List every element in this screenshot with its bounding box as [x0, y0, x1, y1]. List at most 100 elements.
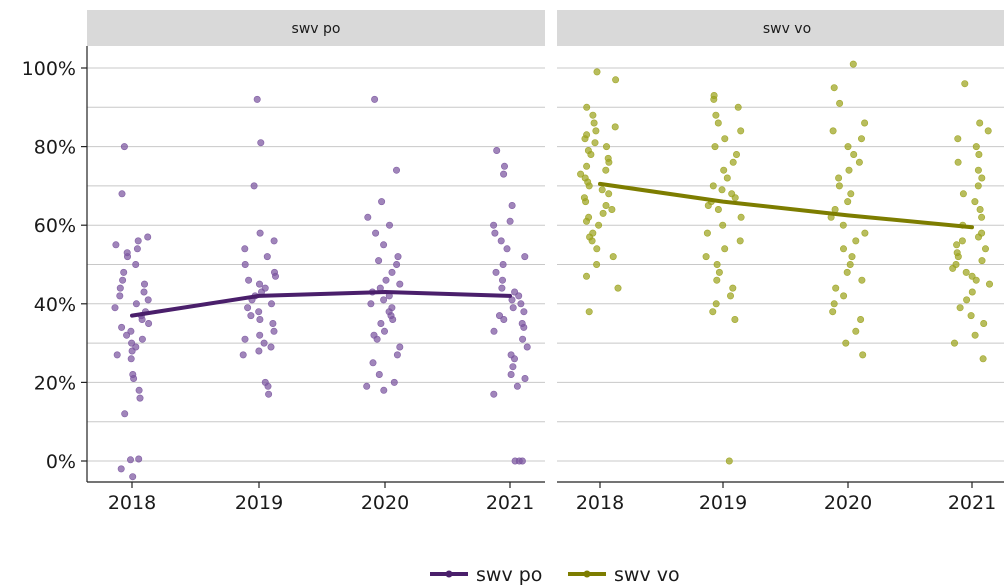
data-point: [980, 319, 988, 327]
data-point: [723, 174, 731, 182]
data-point: [712, 111, 720, 119]
data-point: [239, 351, 247, 359]
data-point: [591, 139, 599, 147]
data-point: [963, 296, 971, 304]
data-point: [604, 154, 612, 162]
data-point: [256, 229, 264, 237]
data-point: [509, 304, 517, 312]
data-point: [737, 127, 745, 135]
data-point: [710, 92, 718, 100]
data-point: [976, 206, 984, 214]
data-point: [265, 390, 273, 398]
data-point: [846, 260, 854, 268]
data-point: [260, 339, 268, 347]
data-point: [390, 378, 398, 386]
data-point: [732, 151, 740, 159]
trend-line-swv-po: [130, 290, 512, 318]
data-point: [598, 186, 606, 194]
data-point: [857, 315, 865, 323]
gridlines-swv-vo: [557, 67, 1004, 462]
data-point: [835, 174, 843, 182]
data-point: [602, 202, 610, 210]
data-point: [375, 370, 383, 378]
data-point: [583, 131, 591, 139]
data-point: [241, 260, 249, 268]
data-point: [602, 166, 610, 174]
data-point: [852, 237, 860, 245]
data-point: [498, 276, 506, 284]
data-point: [392, 166, 400, 174]
data-point: [611, 123, 619, 131]
data-point: [709, 308, 717, 316]
data-point: [608, 206, 616, 214]
data-point: [500, 315, 508, 323]
data-point: [495, 312, 503, 320]
data-point: [372, 229, 380, 237]
data-point: [270, 237, 278, 245]
gridlines-swv-po: [87, 67, 545, 462]
data-point: [116, 292, 124, 300]
data-point: [978, 257, 986, 265]
data-point: [382, 276, 390, 284]
data-point: [123, 249, 131, 257]
data-point: [244, 304, 252, 312]
data-point: [145, 319, 153, 327]
data-point: [380, 296, 388, 304]
data-point: [490, 221, 498, 229]
data-point: [255, 308, 263, 316]
x-tick-label: 2020: [361, 492, 409, 514]
data-point: [832, 284, 840, 292]
data-point: [498, 284, 506, 292]
data-point: [595, 221, 603, 229]
data-point: [968, 288, 976, 296]
data-point: [270, 268, 278, 276]
data-point: [974, 182, 982, 190]
data-point: [978, 213, 986, 221]
data-point: [112, 241, 120, 249]
data-point: [370, 331, 378, 339]
x-tick-label: 2021: [948, 492, 996, 514]
y-ticks: 0% 20% 40% 60% 80% 100%: [22, 58, 87, 473]
data-point: [956, 304, 964, 312]
data-point: [393, 260, 401, 268]
data-point: [583, 103, 591, 111]
data-point: [393, 351, 401, 359]
data-point: [981, 245, 989, 253]
data-point: [380, 327, 388, 335]
data-point: [979, 355, 987, 363]
data-point: [394, 253, 402, 261]
data-point: [517, 300, 525, 308]
y-tick-label: 60%: [34, 215, 76, 237]
strip-label-swv-vo: swv vo: [763, 21, 811, 37]
data-point: [364, 213, 372, 221]
data-point: [975, 151, 983, 159]
data-point: [388, 268, 396, 276]
data-point: [852, 327, 860, 335]
data-point: [584, 147, 592, 155]
data-point: [506, 217, 514, 225]
data-point: [519, 335, 527, 343]
data-point: [255, 347, 263, 355]
data-point: [267, 300, 275, 308]
data-point: [116, 284, 124, 292]
data-point: [839, 245, 847, 253]
data-point: [118, 323, 126, 331]
data-point: [367, 300, 375, 308]
data-point: [844, 198, 852, 206]
data-point: [135, 386, 143, 394]
data-point: [493, 147, 501, 155]
data-point: [263, 253, 271, 261]
data-point: [118, 190, 126, 198]
data-point: [507, 351, 515, 359]
data-point: [253, 95, 261, 103]
data-point: [840, 292, 848, 300]
data-point: [377, 319, 385, 327]
data-point: [734, 103, 742, 111]
data-point: [590, 119, 598, 127]
data-point: [261, 378, 269, 386]
data-point: [396, 343, 404, 351]
data-point: [396, 280, 404, 288]
data-point: [961, 80, 969, 88]
x-tick-label: 2020: [824, 492, 872, 514]
data-point: [577, 170, 585, 178]
